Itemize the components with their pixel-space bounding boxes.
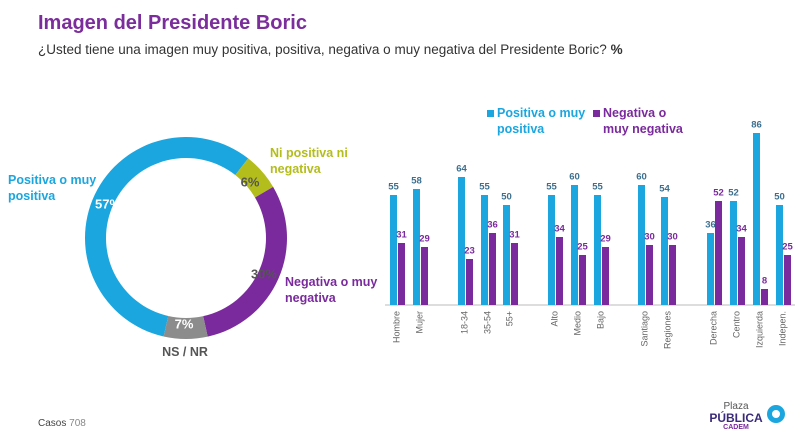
- x-tick-label: 18-34: [459, 311, 469, 334]
- bar: [390, 195, 397, 305]
- bar: [503, 205, 510, 305]
- bar: [556, 237, 563, 305]
- bar: [398, 243, 405, 305]
- x-tick-label: Indepen.: [777, 311, 787, 346]
- value-label: 34: [554, 224, 565, 235]
- value-label: 23: [464, 246, 475, 257]
- bar: [511, 243, 518, 305]
- title: Imagen del Presidente Boric: [38, 12, 307, 34]
- x-tick-label: Medio: [572, 311, 582, 336]
- bar: [669, 245, 676, 305]
- value-label: 8: [762, 276, 767, 287]
- category-label: Positiva o muy positiva: [8, 173, 97, 203]
- donut-segment: [235, 158, 274, 198]
- legend-swatch: [593, 110, 600, 117]
- category-label: Ni positiva ni negativa: [270, 146, 348, 176]
- value-label: 29: [600, 234, 611, 245]
- bar: [466, 259, 473, 305]
- unit: %: [610, 42, 623, 57]
- value-label: 31: [509, 230, 520, 241]
- bar: [715, 201, 722, 305]
- subtitle: ¿Usted tiene una imagen muy positiva, po…: [38, 42, 607, 57]
- bar: [481, 195, 488, 305]
- logo: Plaza PÚBLICA CADEM: [706, 401, 766, 432]
- subtitle-row: ¿Usted tiene una imagen muy positiva, po…: [38, 42, 623, 57]
- x-tick-label: Mujer: [414, 311, 424, 334]
- bar: [413, 189, 420, 305]
- donut-segment: [84, 137, 249, 337]
- value-label: 52: [728, 188, 739, 199]
- value-label: 30: [644, 232, 655, 243]
- x-tick-label: Izquierda: [754, 311, 764, 348]
- value-label: 31: [396, 230, 407, 241]
- logo-sub: CADEM: [723, 424, 749, 431]
- value-label: 54: [659, 184, 670, 195]
- cases: 708: [69, 418, 86, 429]
- value-label: 25: [782, 242, 793, 253]
- bar: [638, 185, 645, 305]
- x-tick-label: Regiones: [662, 311, 672, 350]
- logo-main: PÚBLICA: [709, 411, 763, 425]
- value-label: 55: [546, 182, 557, 193]
- bar: [707, 233, 714, 305]
- value-label: 50: [774, 192, 785, 203]
- bar: [761, 289, 768, 305]
- value-label: 86: [751, 120, 762, 131]
- value-label: 55: [479, 182, 490, 193]
- bar: [738, 237, 745, 305]
- category-label: Negativa o muy negativa: [285, 275, 378, 305]
- value-label: 30: [667, 232, 678, 243]
- value-label: 36: [705, 220, 716, 231]
- value-label: 64: [456, 164, 467, 175]
- value-label: 55: [388, 182, 399, 193]
- cases-label: Casos: [38, 418, 67, 429]
- value-label: 29: [419, 234, 430, 245]
- legend-label: Positiva o muy positiva: [497, 106, 586, 136]
- cases-row: Casos 708: [38, 418, 86, 429]
- donut-segment: [203, 186, 287, 337]
- value-label: 34: [736, 224, 747, 235]
- x-tick-label: 55+: [504, 311, 514, 326]
- bar: [661, 197, 668, 305]
- bar: [730, 201, 737, 305]
- value-label: 30%: [251, 266, 277, 281]
- value-label: 57%: [95, 196, 121, 211]
- bar: [602, 247, 609, 305]
- value-label: 25: [577, 242, 588, 253]
- bar: [753, 133, 760, 305]
- x-tick-label: Alto: [549, 311, 559, 327]
- donut-segment: [163, 316, 208, 340]
- bar: [579, 255, 586, 305]
- value-label: 50: [501, 192, 512, 203]
- legend-swatch: [487, 110, 494, 117]
- value-label: 60: [636, 172, 647, 183]
- value-label: 58: [411, 176, 422, 187]
- bar: [571, 185, 578, 305]
- logo-top: Plaza: [723, 401, 749, 412]
- bar: [784, 255, 791, 305]
- value-label: 7%: [175, 316, 194, 331]
- bar: [776, 205, 783, 305]
- value-label: 6%: [241, 174, 260, 189]
- value-label: 36: [487, 220, 498, 231]
- x-tick-label: Bajo: [595, 311, 605, 329]
- bar: [421, 247, 428, 305]
- category-label: NS / NR: [162, 345, 208, 359]
- value-label: 60: [569, 172, 580, 183]
- bar: [594, 195, 601, 305]
- x-tick-label: Santiago: [639, 311, 649, 347]
- value-label: 55: [592, 182, 603, 193]
- bar: [646, 245, 653, 305]
- x-tick-label: 35-54: [482, 311, 492, 334]
- value-label: 52: [713, 188, 724, 199]
- x-tick-label: Hombre: [391, 311, 401, 343]
- legend-label: Negativa o muy negativa: [603, 106, 683, 136]
- x-tick-label: Derecha: [708, 311, 718, 345]
- x-tick-label: Centro: [731, 311, 741, 338]
- bar: [458, 177, 465, 305]
- bar: [489, 233, 496, 305]
- bar: [548, 195, 555, 305]
